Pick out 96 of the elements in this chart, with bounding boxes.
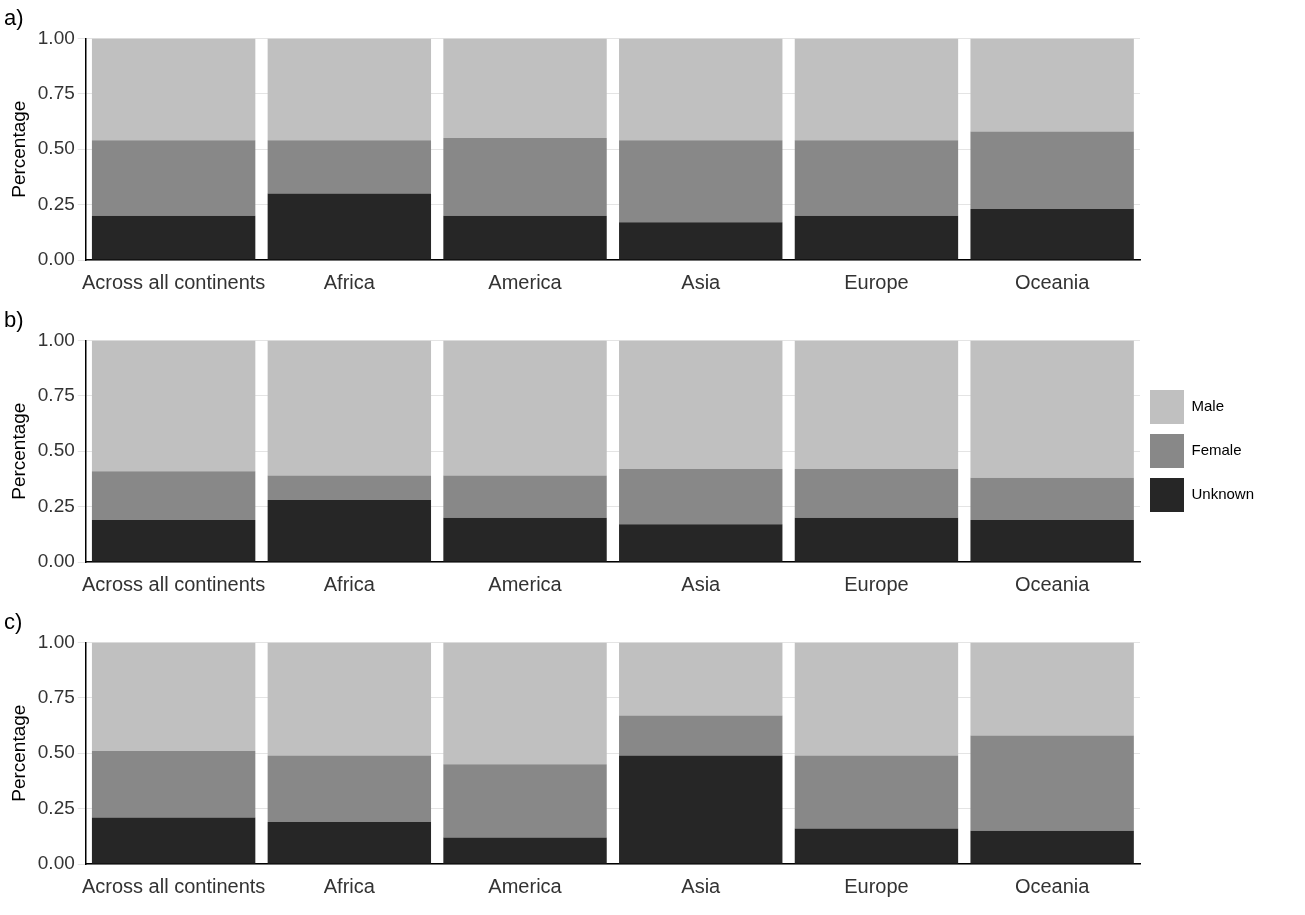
bar bbox=[794, 828, 959, 864]
bar bbox=[619, 340, 783, 469]
bar bbox=[619, 140, 783, 223]
chart-title: c) bbox=[4, 609, 23, 635]
bar bbox=[91, 38, 256, 141]
y-tick-label: 0.50 bbox=[37, 439, 75, 461]
x-tick-label: Africa bbox=[323, 572, 376, 595]
y-axis-title: Percentage bbox=[7, 100, 29, 198]
y-tick-label: 0.75 bbox=[37, 82, 75, 104]
bar bbox=[443, 340, 607, 476]
bar bbox=[267, 193, 432, 260]
x-tick-label: Across all continents bbox=[81, 874, 266, 897]
y-tick-label: 0.50 bbox=[37, 137, 75, 159]
x-tick-label: Africa bbox=[323, 874, 376, 897]
legend-label: Unknown bbox=[1191, 485, 1255, 503]
x-tick-label: Asia bbox=[681, 270, 722, 293]
bar bbox=[619, 468, 783, 525]
bar bbox=[794, 340, 959, 469]
bar bbox=[443, 475, 607, 518]
bar bbox=[794, 755, 959, 829]
x-tick-label: Oceania bbox=[1014, 270, 1091, 293]
bar bbox=[970, 735, 1134, 831]
bar bbox=[619, 38, 783, 141]
bar bbox=[970, 642, 1134, 736]
x-tick-label: Africa bbox=[323, 270, 376, 293]
bar bbox=[970, 477, 1134, 520]
y-tick-label: 0.25 bbox=[37, 494, 75, 516]
bar bbox=[267, 340, 432, 476]
bar bbox=[91, 215, 256, 260]
x-tick-label: Europe bbox=[844, 874, 909, 897]
y-tick-label: 0.50 bbox=[37, 741, 75, 763]
legend-label: Male bbox=[1191, 397, 1225, 415]
bar bbox=[267, 755, 432, 822]
y-tick-label: 0.25 bbox=[37, 192, 75, 214]
bar bbox=[794, 140, 959, 216]
y-tick-label: 0.00 bbox=[37, 550, 75, 572]
bar bbox=[267, 38, 432, 141]
bar bbox=[619, 222, 783, 260]
bar bbox=[91, 140, 256, 216]
bar bbox=[794, 642, 959, 756]
y-tick-label: 0.75 bbox=[37, 686, 75, 708]
y-axis-title: Percentage bbox=[7, 402, 29, 500]
bar bbox=[970, 131, 1134, 210]
legend-label: Female bbox=[1191, 441, 1242, 459]
bar bbox=[970, 340, 1134, 478]
y-tick-label: 0.75 bbox=[37, 384, 75, 406]
x-tick-label: Europe bbox=[844, 572, 909, 595]
bar bbox=[794, 517, 959, 562]
bar bbox=[970, 209, 1134, 260]
chart-title: b) bbox=[4, 307, 24, 333]
bar bbox=[91, 340, 256, 472]
bar bbox=[443, 138, 607, 216]
bar bbox=[267, 499, 432, 562]
bar bbox=[267, 642, 432, 756]
x-tick-label: Europe bbox=[844, 270, 909, 293]
bar bbox=[794, 38, 959, 141]
bar bbox=[619, 524, 783, 562]
y-tick-label: 1.00 bbox=[37, 328, 75, 350]
x-tick-label: Asia bbox=[681, 874, 722, 897]
bar bbox=[91, 750, 256, 818]
y-tick-label: 0.00 bbox=[37, 248, 75, 270]
bar bbox=[794, 215, 959, 260]
y-tick-label: 1.00 bbox=[37, 630, 75, 652]
bar bbox=[970, 519, 1134, 562]
bar bbox=[91, 817, 256, 864]
bar bbox=[443, 38, 607, 139]
x-tick-label: America bbox=[488, 270, 563, 293]
bar bbox=[619, 755, 783, 864]
bar bbox=[91, 642, 256, 751]
bar bbox=[91, 519, 256, 562]
bar bbox=[443, 837, 607, 864]
bar bbox=[267, 140, 432, 194]
bar bbox=[267, 821, 432, 864]
bar bbox=[970, 830, 1134, 864]
x-tick-label: Across all continents bbox=[81, 270, 266, 293]
bar bbox=[443, 517, 607, 562]
y-tick-label: 0.25 bbox=[37, 796, 75, 818]
x-tick-label: Asia bbox=[681, 572, 722, 595]
bar bbox=[443, 642, 607, 765]
bar bbox=[619, 642, 783, 716]
y-tick-label: 1.00 bbox=[37, 26, 75, 48]
x-tick-label: Across all continents bbox=[81, 572, 266, 595]
x-tick-label: Oceania bbox=[1014, 874, 1091, 897]
x-tick-label: America bbox=[488, 572, 563, 595]
bar bbox=[267, 475, 432, 500]
bar bbox=[443, 215, 607, 260]
bar bbox=[794, 468, 959, 518]
bar bbox=[970, 38, 1134, 132]
chart-title: a) bbox=[4, 5, 24, 31]
x-tick-label: America bbox=[488, 874, 563, 897]
x-tick-label: Oceania bbox=[1014, 572, 1091, 595]
bar bbox=[443, 764, 607, 838]
y-tick-label: 0.00 bbox=[37, 852, 75, 874]
y-axis-title: Percentage bbox=[7, 704, 29, 802]
bar bbox=[91, 471, 256, 520]
bar bbox=[619, 715, 783, 756]
